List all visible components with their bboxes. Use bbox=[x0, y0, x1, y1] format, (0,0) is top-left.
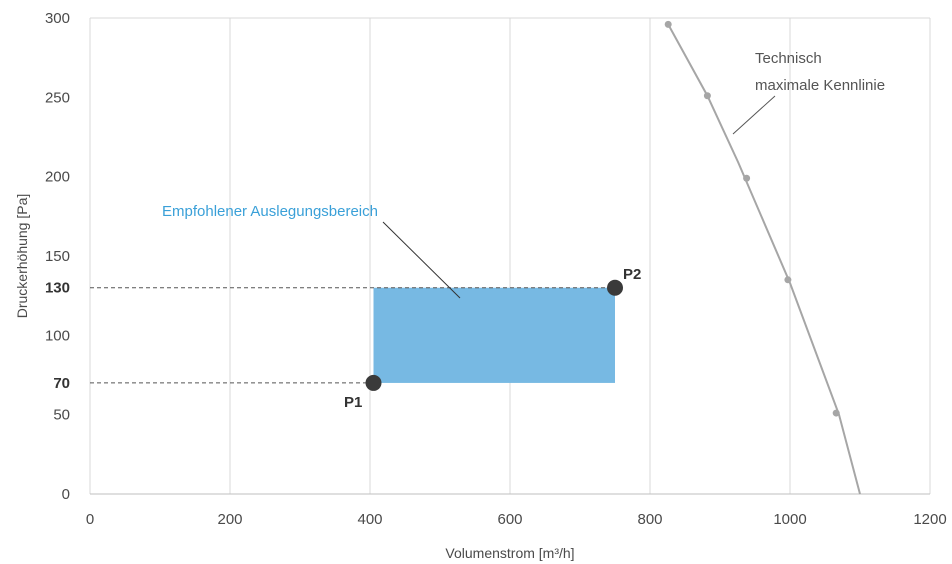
point-label-p1: P1 bbox=[344, 394, 362, 411]
x-tick-label-1000: 1000 bbox=[773, 511, 806, 528]
x-tick-label-0: 0 bbox=[86, 511, 94, 528]
x-tick-label-400: 400 bbox=[357, 511, 382, 528]
y-tick-label-100: 100 bbox=[45, 327, 70, 344]
x-tick-label-200: 200 bbox=[217, 511, 242, 528]
point-label-p2: P2 bbox=[623, 266, 641, 283]
y-tick-label-150: 150 bbox=[45, 248, 70, 265]
y-tick-label-200: 200 bbox=[45, 169, 70, 186]
curve-line bbox=[667, 23, 861, 495]
y-tick-label-130: 130 bbox=[45, 280, 70, 297]
y-axis-title: Druckerhöhung [Pa] bbox=[14, 194, 30, 319]
region-leader-line bbox=[382, 221, 461, 299]
x-tick-label-1200: 1200 bbox=[913, 511, 946, 528]
region-label: Empfohlener Auslegungsbereich bbox=[162, 203, 378, 220]
y-tick-label-50: 50 bbox=[53, 407, 70, 424]
y-tick-label-0: 0 bbox=[62, 486, 70, 503]
recommended-region bbox=[373, 287, 615, 383]
curve-annotation-line-1: Technisch bbox=[755, 50, 822, 67]
curve-annotation-line-2: maximale Kennlinie bbox=[755, 77, 885, 94]
curve-marker-2 bbox=[743, 174, 751, 182]
point-p1 bbox=[365, 374, 382, 391]
curve-marker-3 bbox=[784, 276, 792, 284]
curve-marker-4 bbox=[832, 409, 840, 417]
point-p2 bbox=[607, 279, 623, 296]
curve-marker-0 bbox=[664, 20, 672, 28]
curve-marker-1 bbox=[703, 92, 711, 100]
x-tick-label-600: 600 bbox=[497, 511, 522, 528]
y-tick-label-250: 250 bbox=[45, 89, 70, 106]
y-tick-label-70: 70 bbox=[53, 375, 70, 392]
curve-leader-line bbox=[732, 95, 776, 135]
y-tick-label-300: 300 bbox=[45, 10, 70, 27]
x-axis-title: Volumenstrom [m³/h] bbox=[445, 545, 574, 561]
x-tick-label-800: 800 bbox=[637, 511, 662, 528]
